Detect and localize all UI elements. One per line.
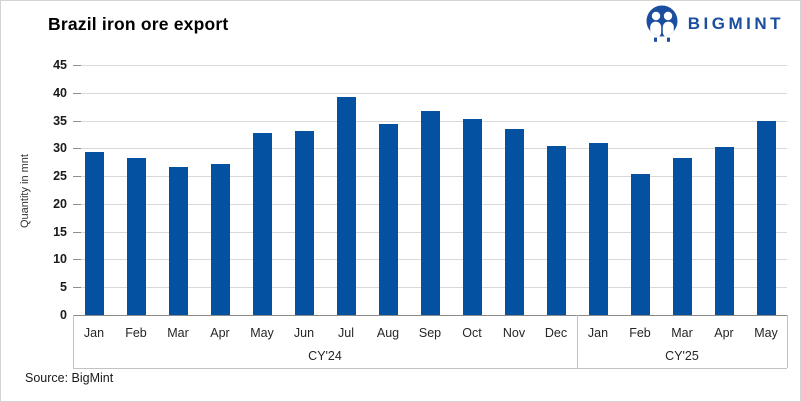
y-tick-mark [73, 121, 81, 122]
bar [169, 167, 188, 315]
two-people-icon [646, 5, 678, 42]
bar [505, 129, 524, 315]
month-label: Jan [83, 326, 105, 340]
bar [631, 174, 650, 315]
y-tick-mark [73, 65, 81, 66]
bigmint-logo: BIGMINT [643, 5, 784, 42]
bar [85, 152, 104, 315]
year-label: CY'25 [665, 349, 699, 363]
bar [673, 158, 692, 315]
month-label: Oct [462, 326, 482, 340]
year-label: CY'24 [308, 349, 342, 363]
category-separator [787, 315, 788, 368]
bar [463, 119, 482, 315]
month-label: Jul [338, 326, 354, 340]
month-label: Feb [125, 326, 147, 340]
source-note: Source: BigMint [25, 371, 114, 385]
y-tick-label: 15 [53, 225, 67, 239]
month-label: Mar [671, 326, 693, 340]
bar [337, 97, 356, 315]
y-tick-label: 45 [53, 58, 67, 72]
bar [127, 158, 146, 315]
y-tick-label: 35 [53, 114, 67, 128]
y-tick-label: 25 [53, 169, 67, 183]
y-tick-mark [73, 259, 81, 260]
y-tick-mark [73, 93, 81, 94]
month-label: Jun [293, 326, 315, 340]
bar [421, 111, 440, 315]
category-bottom-line [73, 368, 787, 369]
month-label: Feb [629, 326, 651, 340]
month-label: Apr [714, 326, 734, 340]
month-label: Apr [210, 326, 230, 340]
bar [715, 147, 734, 315]
bigmint-logo-text: BIGMINT [687, 13, 784, 33]
bar [253, 133, 272, 315]
month-label: Mar [167, 326, 189, 340]
month-label: Jan [587, 326, 609, 340]
y-tick-label: 40 [53, 86, 67, 100]
month-label: Sep [418, 326, 442, 340]
bar [757, 121, 776, 315]
month-label: Aug [376, 326, 400, 340]
y-tick-label: 0 [60, 308, 67, 322]
y-tick-label: 20 [53, 197, 67, 211]
y-tick-mark [73, 148, 81, 149]
y-tick-mark [73, 204, 81, 205]
x-axis-line [73, 315, 787, 316]
y-tick-label: 30 [53, 141, 67, 155]
y-tick-label: 5 [60, 280, 67, 294]
bar [379, 124, 398, 315]
y-tick-label: 10 [53, 252, 67, 266]
bar [211, 164, 230, 315]
month-label: May [754, 326, 778, 340]
category-separator [73, 315, 74, 368]
month-label: Dec [544, 326, 568, 340]
y-tick-mark [73, 232, 81, 233]
gridline [73, 93, 787, 94]
gridline [73, 65, 787, 66]
y-tick-mark [73, 176, 81, 177]
chart-title: Brazil iron ore export [48, 14, 229, 34]
bar [547, 146, 566, 315]
bar [589, 143, 608, 315]
category-separator [577, 315, 578, 368]
y-tick-mark [73, 287, 81, 288]
month-label: Nov [502, 326, 526, 340]
bar [295, 131, 314, 315]
month-label: May [250, 326, 274, 340]
